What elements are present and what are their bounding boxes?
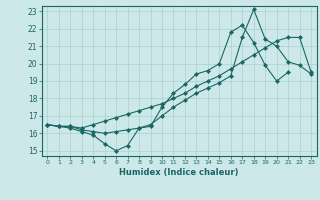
X-axis label: Humidex (Indice chaleur): Humidex (Indice chaleur) — [119, 168, 239, 177]
